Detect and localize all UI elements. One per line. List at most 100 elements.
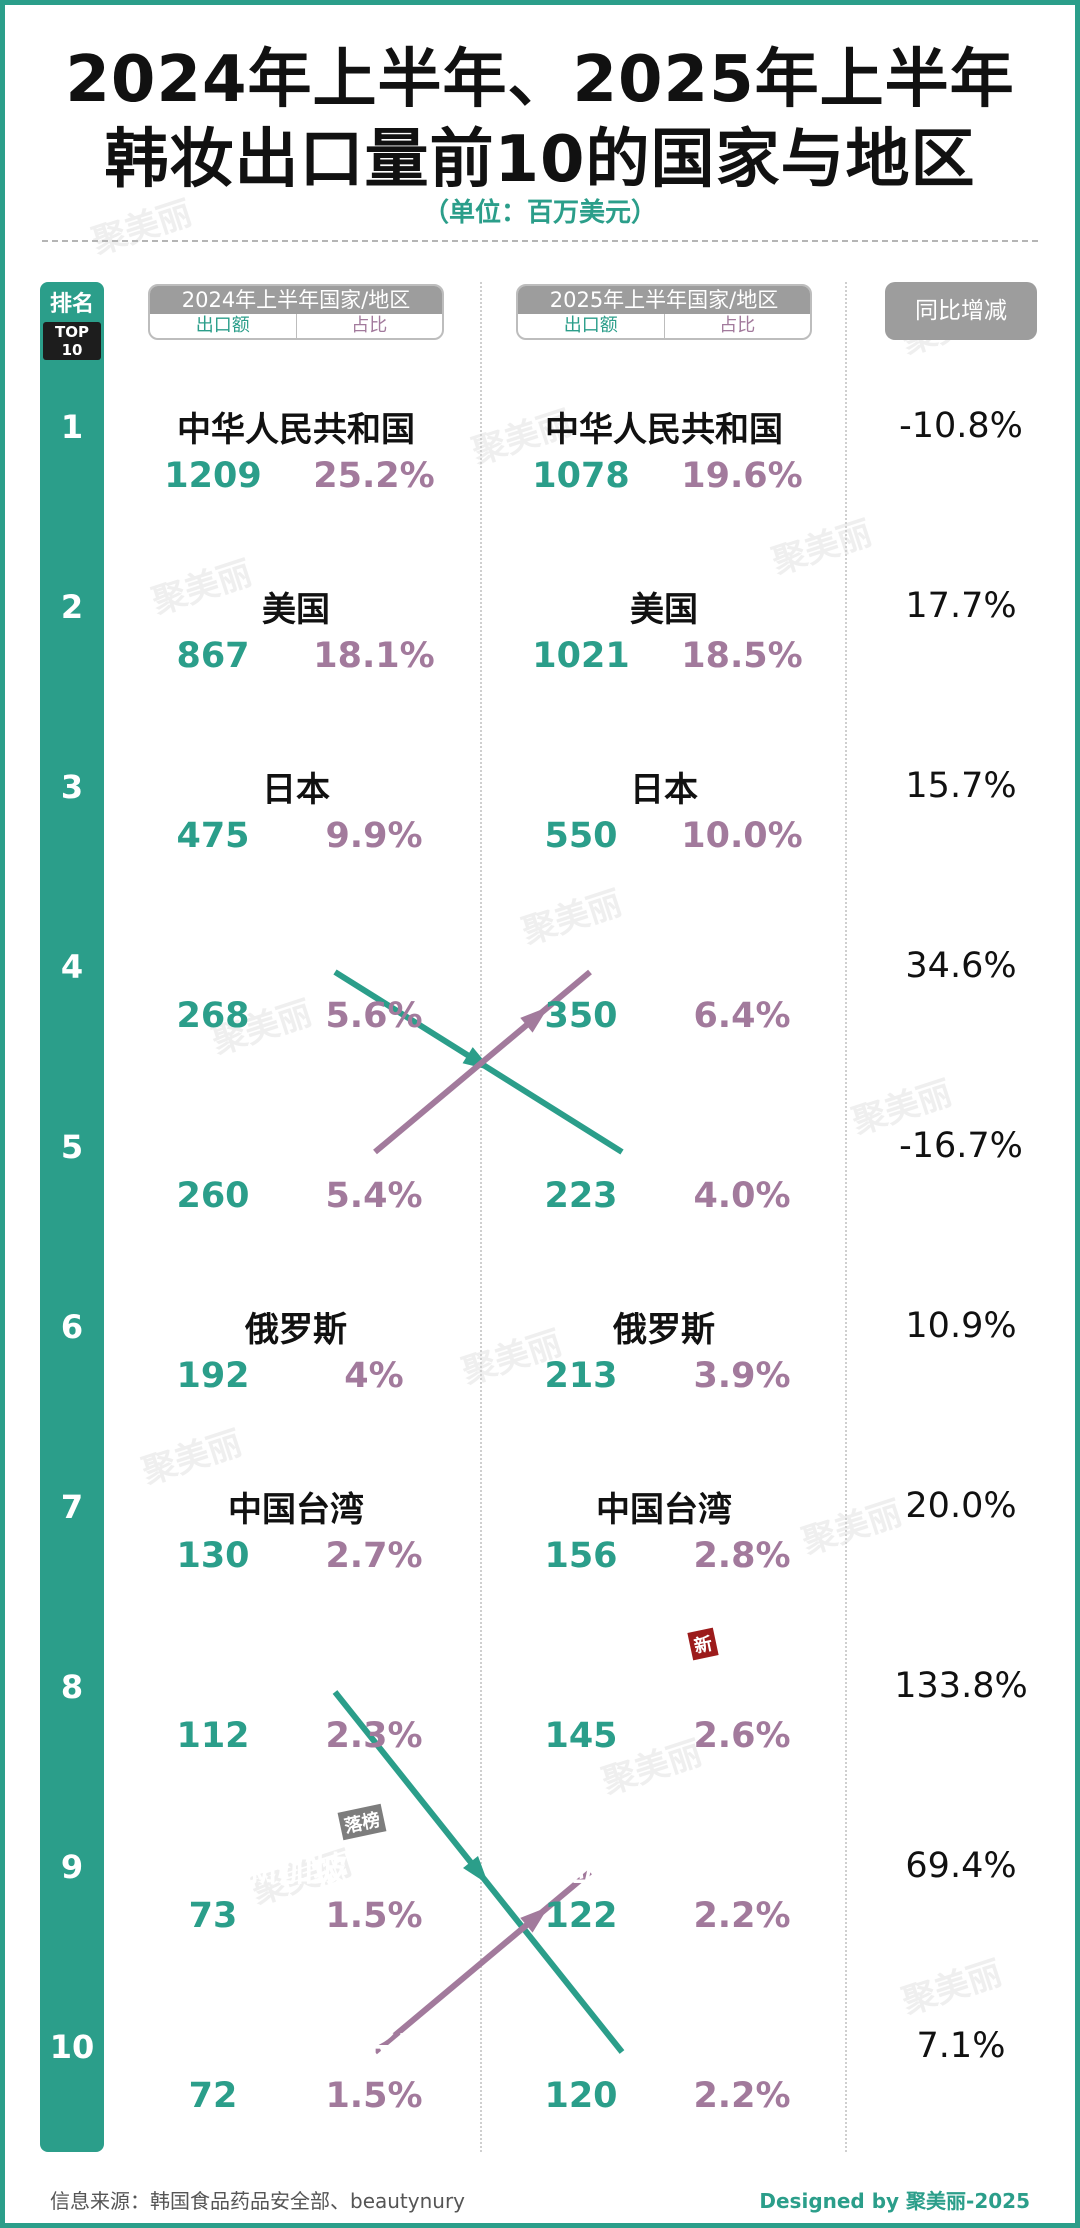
unit-label: （单位：百万美元） [422,198,657,228]
share-value: 1.5% [325,1896,423,1936]
country-name-text: 波兰 [630,1670,698,1710]
rank-number: 5 [60,1128,84,1166]
export-value: 145 [544,1716,618,1756]
export-value: 122 [544,1896,618,1936]
rank-number: 2 [60,588,84,626]
share-value: 25.2% [313,456,435,496]
rank-number: 6 [60,1308,84,1346]
rank-move-arrow [520,1906,549,1933]
title-line-1: 2024年上半年、2025年上半年 [65,43,1015,117]
country-name: 阿拉伯联合酋长国 [96,2022,496,2071]
country-name-text: 中国香港 [228,1130,364,1170]
rank-header-sub: TOP 10 [43,322,101,360]
rank-number: 10 [49,2028,95,2066]
country-name-text: 日本 [630,770,698,810]
share-value: 18.1% [313,636,435,676]
country-name-text: 俄罗斯 [245,1310,347,1350]
column-divider-1 [480,282,482,2152]
header-2025-share: 占比 [719,315,756,336]
share-value: 2.6% [693,1716,791,1756]
header-2025: 2025年上半年国家/地区 出口额 占比 [516,284,812,340]
yoy-change: 17.7% [905,586,1017,626]
rank-number: 3 [60,768,84,806]
export-value: 223 [544,1176,618,1216]
export-value: 268 [176,996,250,1036]
country-name: 中华人民共和国 [464,402,864,451]
export-value: 120 [544,2076,618,2116]
country-name-text: 泰国 [630,2030,698,2070]
rank-move-arrow [520,1006,549,1033]
country-name-text: 美国 [262,590,330,630]
export-value: 112 [176,1716,250,1756]
rank-move-arrow [462,1047,493,1071]
country-name: 日本 [96,762,496,811]
export-value: 1021 [532,636,630,676]
country-name: 中国香港 [464,942,864,991]
country-name: 俄罗斯 [464,1302,864,1351]
share-value: 9.9% [325,816,423,856]
export-value: 550 [544,816,618,856]
share-value: 2.3% [325,1716,423,1756]
export-value: 72 [188,2076,238,2116]
share-value: 1.5% [325,2076,423,2116]
export-value: 192 [176,1356,250,1396]
country-name-text: 中华人民共和国 [545,410,783,450]
country-name: 中国台湾 [464,1482,864,1531]
country-name-text: 越南 [630,1130,698,1170]
country-name: 美国 [464,582,864,631]
export-value: 475 [176,816,250,856]
yoy-change: 20.0% [905,1486,1017,1526]
source-note: 信息来源：韩国食品药品安全部、beautynury [50,2189,466,2213]
country-name-text: 越南 [262,950,330,990]
export-value: 130 [176,1536,250,1576]
country-name-text: 中国台湾 [596,1490,732,1530]
country-name: 中华人民共和国 [96,402,496,451]
country-name: 美国 [96,582,496,631]
share-value: 10.0% [681,816,803,856]
credit-name: 聚美丽-2025 [906,2189,1030,2213]
country-name-text: 中国香港 [596,950,732,990]
yoy-change: 133.8% [894,1666,1028,1706]
divider [42,240,1038,242]
rank-number: 8 [60,1668,84,1706]
header-2024-share: 占比 [351,315,388,336]
country-name: 泰国 [96,1662,496,1711]
title-line-2: 韩妆出口量前10的国家与地区 [104,123,976,197]
country-name-text: 日本 [262,770,330,810]
share-value: 3.9% [693,1356,791,1396]
country-name-text: 中华人民共和国 [177,410,415,450]
header-2025-title: 2025年上半年国家/地区 [518,286,810,314]
share-value: 6.4% [693,996,791,1036]
yoy-change: 34.6% [905,946,1017,986]
country-name: 日本 [464,762,864,811]
rank-number: 9 [60,1848,84,1886]
country-name: 俄罗斯 [96,1302,496,1351]
country-name: 越南 [464,1122,864,1171]
yoy-change: 69.4% [905,1846,1017,1886]
country-name-text: 阿拉伯联合酋长国 [160,2030,432,2070]
header-2024: 2024年上半年国家/地区 出口额 占比 [148,284,444,340]
rank-number: 7 [60,1488,84,1526]
country-name: 中国香港 [96,1122,496,1171]
credit: Designed by 聚美丽-2025 [759,2185,1030,2214]
header-2025-value: 出口额 [518,314,665,338]
export-value: 213 [544,1356,618,1396]
country-name-text: 中国台湾 [228,1490,364,1530]
header-2024-title: 2024年上半年国家/地区 [150,286,442,314]
country-name-text: 泰国 [262,1670,330,1710]
share-value: 4% [344,1356,404,1396]
country-name: 波兰 [464,1662,864,1711]
yoy-change: 15.7% [905,766,1017,806]
rank-move-line [373,1869,592,2055]
share-value: 5.4% [325,1176,423,1216]
share-value: 18.5% [681,636,803,676]
country-name: 泰国 [464,2022,864,2071]
share-value: 2.8% [693,1536,791,1576]
rank-number: 1 [60,408,84,446]
export-value: 1078 [532,456,630,496]
share-value: 2.2% [693,1896,791,1936]
country-name-text: 阿拉伯联合酋长国 [528,1850,800,1890]
share-value: 2.2% [693,2076,791,2116]
share-value: 19.6% [681,456,803,496]
share-value: 2.7% [325,1536,423,1576]
